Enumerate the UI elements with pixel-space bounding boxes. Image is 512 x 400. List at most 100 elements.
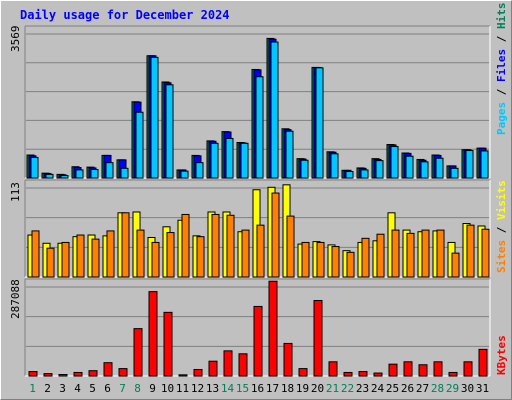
legend-hits-hits: Hits bbox=[495, 3, 508, 30]
sites-bar bbox=[391, 229, 400, 278]
kbytes-bar bbox=[313, 300, 323, 377]
sites-bar bbox=[31, 230, 40, 278]
pages-bar bbox=[210, 142, 219, 179]
sites-bar bbox=[91, 238, 100, 278]
sites-bar bbox=[406, 232, 415, 278]
sites-bar bbox=[316, 241, 325, 278]
sites-bar bbox=[376, 233, 385, 278]
pages-bar bbox=[255, 76, 264, 179]
pages-bar bbox=[465, 150, 474, 179]
sites-bar bbox=[196, 236, 205, 278]
day-label: 10 bbox=[161, 382, 174, 395]
kbytes-bar bbox=[388, 363, 398, 377]
pages-bar bbox=[315, 67, 324, 179]
day-label: 15 bbox=[236, 382, 249, 395]
kbytes-bar bbox=[118, 368, 128, 377]
day-label: 18 bbox=[281, 382, 294, 395]
day-label: 20 bbox=[311, 382, 324, 395]
sites-bar bbox=[361, 237, 370, 278]
pages-bar bbox=[90, 169, 99, 179]
day-label: 24 bbox=[371, 382, 385, 395]
kbytes-bar bbox=[133, 328, 143, 377]
kbytes-bar bbox=[163, 311, 173, 377]
day-label: 26 bbox=[401, 382, 414, 395]
sites-bar bbox=[436, 229, 445, 278]
legend-hits-files: Files bbox=[495, 49, 508, 82]
legend-kbytes-kbytes: KBytes bbox=[495, 335, 508, 375]
pages-bar bbox=[45, 173, 54, 179]
sites-bar bbox=[421, 229, 430, 278]
pages-bar bbox=[480, 150, 489, 179]
sites-bar bbox=[136, 229, 145, 278]
legend-hits: Pages / Files / Hits bbox=[495, 3, 508, 136]
day-label: 17 bbox=[266, 382, 279, 395]
kbytes-bar bbox=[343, 371, 353, 377]
pages-bar bbox=[375, 160, 384, 179]
day-label: 28 bbox=[431, 382, 444, 395]
pages-bar bbox=[330, 153, 339, 179]
day-label: 19 bbox=[296, 382, 309, 395]
day-label: 8 bbox=[134, 382, 141, 395]
pages-bar bbox=[300, 159, 309, 179]
sites-bar bbox=[286, 215, 295, 278]
pages-bar bbox=[60, 175, 69, 179]
legend-kbytes: KBytes bbox=[495, 335, 508, 375]
pages-bar bbox=[195, 162, 204, 179]
pages-bar bbox=[450, 167, 459, 179]
day-label: 12 bbox=[191, 382, 204, 395]
sites-bar bbox=[46, 247, 55, 278]
sites-bar bbox=[151, 241, 160, 278]
day-label: 11 bbox=[176, 382, 189, 395]
legend-visits-visits: Visits bbox=[495, 180, 508, 220]
sites-bar bbox=[226, 214, 235, 278]
day-label: 29 bbox=[446, 382, 459, 395]
legend-hits-: / bbox=[495, 29, 508, 49]
sites-bar bbox=[76, 234, 85, 278]
sites-bar bbox=[211, 213, 220, 278]
kbytes-bar bbox=[88, 370, 98, 377]
kbytes-bar bbox=[448, 371, 458, 377]
kbytes-bar bbox=[238, 353, 248, 377]
kbytes-bar bbox=[463, 361, 473, 377]
sites-bar bbox=[241, 229, 250, 278]
kbytes-bar bbox=[178, 374, 188, 377]
day-label: 25 bbox=[386, 382, 399, 395]
day-label: 9 bbox=[149, 382, 156, 395]
pages-bar bbox=[270, 41, 279, 179]
legend-hits-pages: Pages bbox=[495, 102, 508, 135]
kbytes-bar bbox=[403, 361, 413, 377]
kbytes-bar bbox=[283, 342, 293, 377]
kbytes-bar bbox=[28, 371, 38, 377]
sites-bar bbox=[106, 230, 115, 278]
pages-bar bbox=[390, 146, 399, 179]
kbytes-bar bbox=[193, 368, 203, 377]
day-label: 21 bbox=[326, 382, 339, 395]
legend-visits-sites: Sites bbox=[495, 240, 508, 273]
kbytes-bar bbox=[418, 364, 428, 377]
kbytes-bar bbox=[73, 371, 83, 377]
day-label: 22 bbox=[341, 382, 354, 395]
sites-bar bbox=[61, 241, 70, 278]
legend-hits-: / bbox=[495, 82, 508, 102]
kbytes-bar bbox=[43, 373, 53, 377]
sites-bar bbox=[301, 241, 310, 278]
pages-bar bbox=[345, 171, 354, 179]
kbytes-bar bbox=[298, 368, 308, 377]
day-label: 1 bbox=[29, 382, 36, 395]
sites-bar bbox=[481, 228, 490, 278]
kbytes-bar bbox=[478, 348, 488, 377]
day-label: 3 bbox=[59, 382, 66, 395]
kbytes-bar bbox=[268, 280, 278, 377]
pages-bar bbox=[150, 56, 159, 179]
pages-bar bbox=[285, 130, 294, 179]
sites-bar bbox=[346, 251, 355, 278]
pages-bar bbox=[360, 169, 369, 179]
kbytes-ymax-label: 287088 bbox=[9, 279, 22, 319]
sites-bar bbox=[166, 232, 175, 278]
pages-bar bbox=[240, 142, 249, 179]
pages-bar bbox=[30, 156, 39, 179]
sites-bar bbox=[121, 212, 130, 278]
pages-bar bbox=[165, 84, 174, 179]
kbytes-bar bbox=[148, 291, 158, 377]
